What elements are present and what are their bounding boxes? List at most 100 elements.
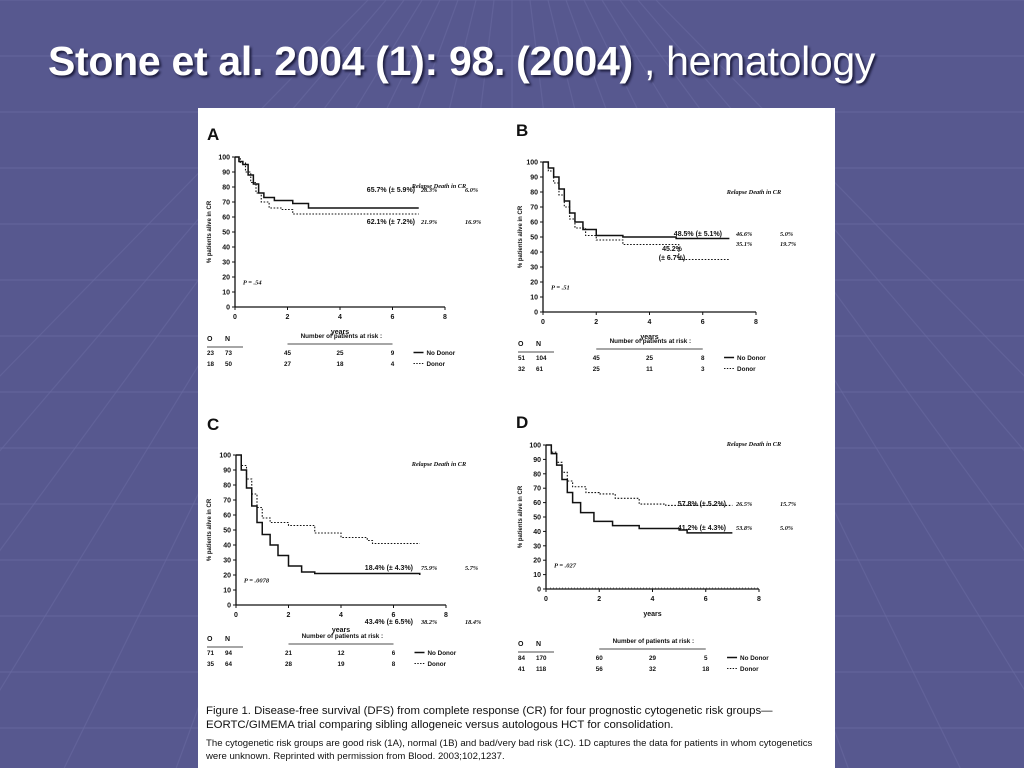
y-tick-label: 40 bbox=[530, 250, 538, 257]
chart-panel-c: C 0 10 20 30 40 50 60 70 80 90 100 0 2 4 6 8 years % patie… bbox=[203, 408, 513, 686]
x-tick-label: 6 bbox=[701, 319, 705, 326]
risk-table-head-n: N bbox=[225, 336, 230, 343]
x-tick-label: 4 bbox=[648, 319, 652, 326]
legend-label: Donor bbox=[427, 361, 446, 368]
x-tick-label: 8 bbox=[757, 596, 761, 603]
x-tick-label: 6 bbox=[392, 612, 396, 619]
risk-table-value: 18 bbox=[702, 666, 710, 673]
y-tick-label: 30 bbox=[530, 265, 538, 272]
risk-table-title: Number of patients at risk : bbox=[301, 333, 383, 340]
risk-table-title: Number of patients at risk : bbox=[302, 633, 384, 640]
risk-table-head-o: O bbox=[207, 336, 213, 343]
chart-panel-d: D 0 10 20 30 40 50 60 70 80 90 100 0 2 4 6 8 years % patie… bbox=[514, 406, 829, 686]
figure-panel: A 0 10 20 30 40 50 60 70 80 90 100 0 2 4 6 8 years% patie… bbox=[198, 108, 835, 768]
death-in-cr-value: 6.0% bbox=[465, 187, 478, 194]
x-tick-label: 0 bbox=[234, 612, 238, 619]
relapse-value: 46.6% bbox=[735, 231, 752, 238]
risk-table-value: 6 bbox=[392, 650, 396, 657]
x-tick-label: 2 bbox=[597, 596, 601, 603]
risk-table-title: Number of patients at risk : bbox=[610, 338, 692, 345]
y-tick-label: 20 bbox=[530, 280, 538, 287]
y-tick-label: 50 bbox=[533, 515, 541, 522]
relapse-value: 26.5% bbox=[735, 501, 752, 508]
risk-table-value: 8 bbox=[701, 355, 705, 362]
y-tick-label: 50 bbox=[530, 235, 538, 242]
risk-table-o: 23 bbox=[207, 350, 215, 357]
x-tick-label: 8 bbox=[443, 314, 447, 321]
y-tick-label: 90 bbox=[222, 170, 230, 177]
risk-table-value: 9 bbox=[391, 350, 395, 357]
panel-label: B bbox=[516, 121, 528, 140]
risk-table-value: 29 bbox=[649, 655, 657, 662]
y-axis-label: % patients alive in CR bbox=[207, 498, 213, 561]
legend-label: Donor bbox=[740, 666, 759, 673]
risk-table-value: 12 bbox=[337, 650, 345, 657]
x-tick-label: 0 bbox=[233, 314, 237, 321]
legend-label: Donor bbox=[428, 661, 447, 668]
risk-table-value: 25 bbox=[336, 350, 344, 357]
y-tick-label: 30 bbox=[533, 543, 541, 550]
risk-table-o: 71 bbox=[207, 650, 215, 657]
y-tick-label: 30 bbox=[223, 558, 231, 565]
relapse-value: 28.3% bbox=[420, 187, 437, 194]
risk-table-value: 3 bbox=[701, 366, 705, 373]
risk-table-head-o: O bbox=[207, 636, 213, 643]
chart-panel-b: B 0 10 20 30 40 50 60 70 80 90 100 0 2 4 6 8 years % patie… bbox=[514, 114, 829, 389]
x-tick-label: 4 bbox=[339, 612, 343, 619]
p-value: P = .51 bbox=[551, 285, 570, 292]
y-tick-label: 20 bbox=[223, 573, 231, 580]
x-tick-label: 6 bbox=[391, 314, 395, 321]
series-line-no-donor bbox=[546, 444, 733, 534]
x-tick-label: 8 bbox=[444, 612, 448, 619]
y-axis-label: % patients alive in CR bbox=[518, 205, 524, 268]
x-tick-label: 2 bbox=[594, 319, 598, 326]
y-tick-label: 60 bbox=[223, 513, 231, 520]
series-line-no-donor bbox=[235, 156, 419, 209]
series-line-no-donor bbox=[543, 161, 730, 240]
x-tick-label: 4 bbox=[338, 314, 342, 321]
curve-value-label: 45.2% bbox=[662, 246, 683, 253]
risk-table-n: 118 bbox=[536, 666, 547, 673]
y-tick-label: 40 bbox=[533, 529, 541, 536]
series-line-donor bbox=[235, 156, 419, 215]
y-tick-label: 80 bbox=[222, 185, 230, 192]
risk-table-head-o: O bbox=[518, 641, 524, 648]
relapse-value: 53.8% bbox=[736, 525, 752, 532]
outcome-column-header: Relapse Death in CR bbox=[411, 183, 466, 190]
risk-table-value: 19 bbox=[337, 661, 345, 668]
risk-table-o: 32 bbox=[518, 366, 526, 373]
y-tick-label: 0 bbox=[534, 310, 538, 317]
risk-table-value: 11 bbox=[646, 366, 653, 373]
panel-label: A bbox=[207, 125, 219, 144]
y-tick-label: 10 bbox=[223, 588, 231, 595]
slide-title-citation: Stone et al. 2004 (1): 98. (2004) bbox=[48, 38, 633, 84]
risk-table-value: 8 bbox=[392, 661, 396, 668]
death-in-cr-value: 5.7% bbox=[465, 565, 478, 572]
risk-table-title: Number of patients at risk : bbox=[613, 638, 695, 645]
risk-table-value: 32 bbox=[649, 666, 657, 673]
y-tick-label: 0 bbox=[227, 603, 231, 610]
risk-table-n: 170 bbox=[536, 655, 547, 662]
legend-label: Donor bbox=[737, 366, 756, 373]
y-tick-label: 80 bbox=[533, 471, 541, 478]
risk-table-n: 61 bbox=[536, 366, 544, 373]
relapse-value: 35.1% bbox=[735, 241, 752, 248]
y-tick-label: 10 bbox=[530, 295, 538, 302]
series-line-donor bbox=[546, 444, 733, 507]
x-axis-label: years bbox=[331, 329, 349, 336]
series-line-no-donor bbox=[236, 454, 421, 575]
chart-panel-a: A 0 10 20 30 40 50 60 70 80 90 100 0 2 4 6 8 years % patie… bbox=[203, 114, 513, 389]
caption-main: Figure 1. Disease-free survival (DFS) fr… bbox=[206, 705, 773, 731]
curve-value-label: 48.5% (± 5.1%) bbox=[674, 231, 722, 238]
y-tick-label: 100 bbox=[529, 443, 541, 450]
panel-label: C bbox=[207, 415, 219, 434]
risk-table-o: 35 bbox=[207, 661, 215, 668]
death-in-cr-value: 15.7% bbox=[780, 501, 796, 508]
outcome-column-header: Relapse Death in CR bbox=[411, 461, 466, 468]
risk-table-o: 84 bbox=[518, 655, 526, 662]
y-tick-label: 60 bbox=[530, 220, 538, 227]
series-line-donor bbox=[236, 454, 420, 545]
x-tick-label: 6 bbox=[704, 596, 708, 603]
risk-table-value: 28 bbox=[285, 661, 293, 668]
risk-table-value: 25 bbox=[646, 355, 654, 362]
